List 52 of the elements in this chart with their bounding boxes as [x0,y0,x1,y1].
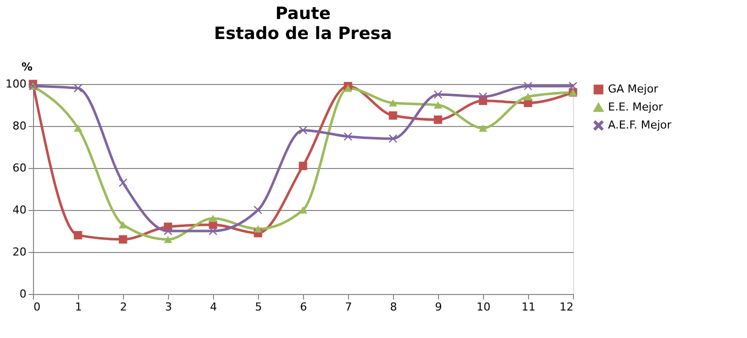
point [344,132,352,141]
y-tick-label: 0 [20,288,26,300]
point [388,111,398,120]
x-tick-label: 10 [476,300,490,314]
chart-title: Paute [275,4,331,24]
point [74,84,82,92]
point [118,235,128,244]
point [434,101,442,109]
point [298,126,308,134]
y-tick-label: 80 [12,120,26,132]
point [118,221,128,228]
point [164,226,172,236]
point [568,82,578,90]
point [208,226,218,236]
x-tick-label: 9 [435,300,442,314]
x-tick-label: 6 [300,300,307,314]
point [478,124,488,132]
chart-subtitle: Estado de la Presa [214,24,392,44]
point [164,236,172,244]
point [254,225,262,233]
point [74,124,82,132]
point [478,92,488,101]
point [118,178,128,187]
point [208,214,218,222]
point [344,84,352,92]
point [298,162,308,170]
x-tick-label: 5 [255,300,262,314]
point [388,134,398,143]
point [254,206,262,214]
y-axis-title: % [22,60,33,74]
y-tick-label: 60 [12,162,26,174]
point [74,231,82,240]
point [524,82,532,90]
point [388,99,398,107]
legend-label: A.E.F. Mejor [608,118,672,132]
x-tick-label: 11 [522,300,536,314]
point [434,116,442,124]
y-tick-label: 100 [6,78,26,90]
x-tick-label: 4 [210,300,217,314]
y-tick-label: 40 [12,204,26,216]
x-tick-label: 3 [165,300,172,314]
y-tick-label: 20 [12,246,26,258]
x-tick-label: 0 [34,300,40,314]
point [434,90,442,99]
x-tick-label: 1 [75,300,82,314]
x-tick-label: 8 [390,300,397,314]
legend-label: E.E. Mejor [608,100,664,114]
x-tick-label: 12 [560,300,574,314]
x-tick-label: 7 [345,300,352,314]
x-tick-label: 2 [120,300,127,314]
point [524,92,532,100]
legend-label: GA Mejor [608,82,659,96]
